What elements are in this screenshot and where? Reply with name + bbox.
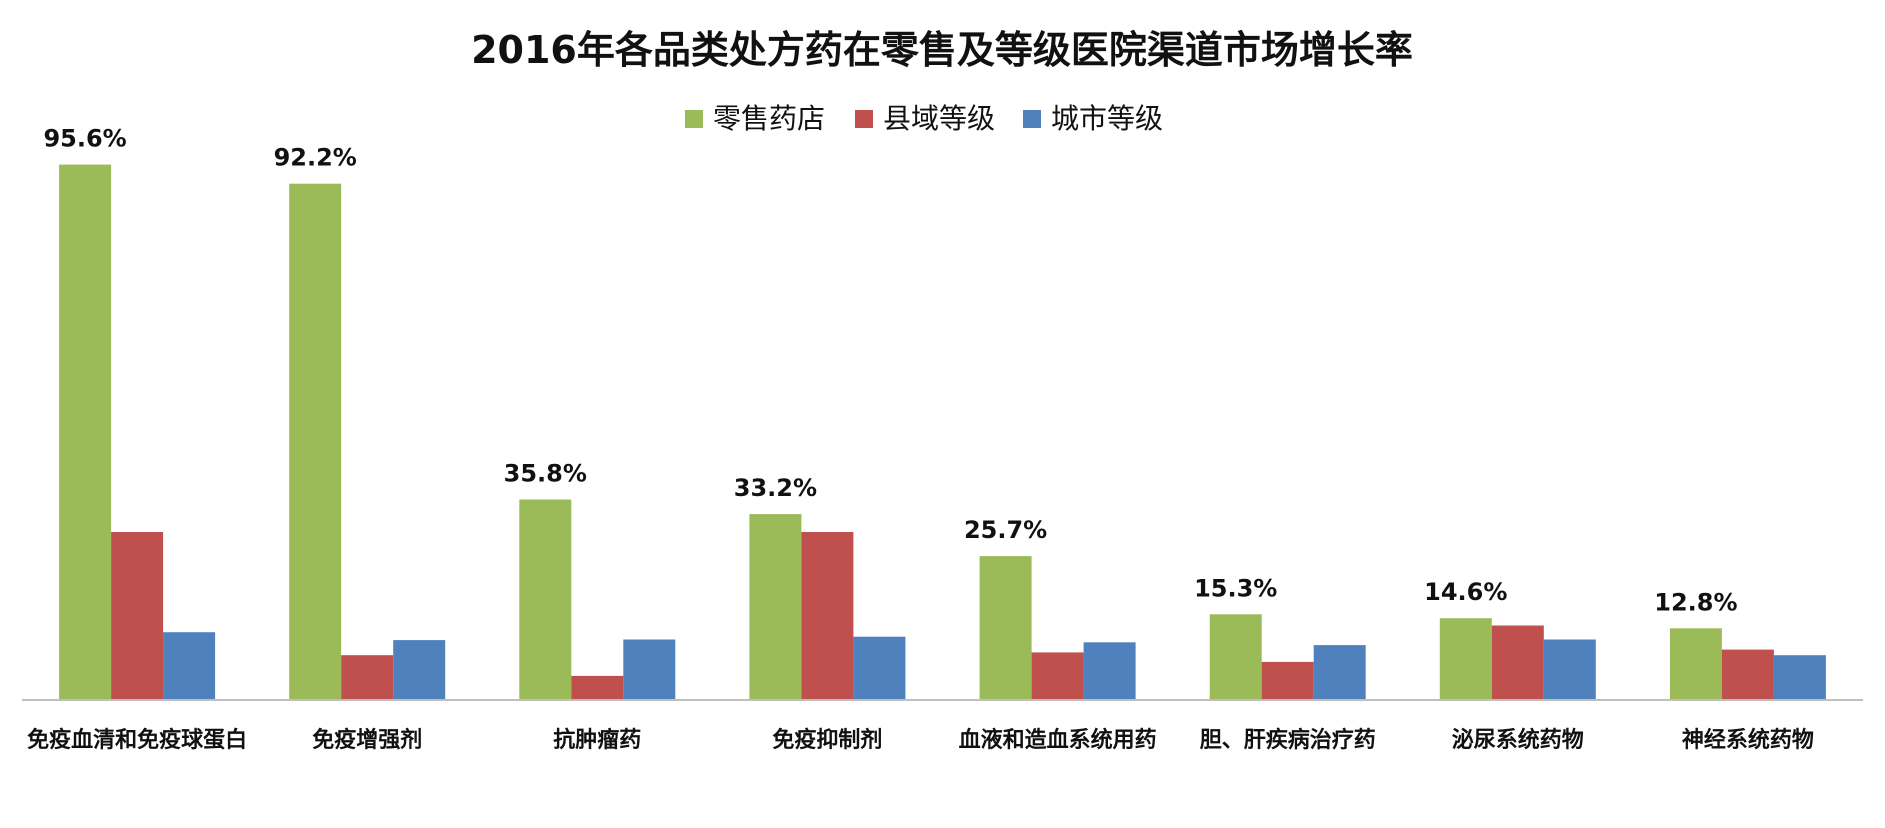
chart-title: 2016年各品类处方药在零售及等级医院渠道市场增长率 bbox=[471, 28, 1413, 72]
bar-3-4 bbox=[853, 636, 906, 700]
value-labels: 95.6% 92.2% 35.8% 33.2% 25.7% 15.3% 14.6% 12.8% bbox=[43, 125, 1737, 617]
legend-label-1: 零售药店 bbox=[713, 102, 825, 135]
bar-3-1 bbox=[163, 632, 216, 700]
legend-swatch-2 bbox=[855, 110, 873, 128]
bar-2-1 bbox=[111, 532, 164, 700]
bar-2-3 bbox=[571, 675, 624, 700]
bar-1-2 bbox=[289, 183, 342, 700]
value-label-4: 33.2% bbox=[734, 474, 817, 502]
bar-3-8 bbox=[1773, 655, 1826, 700]
category-label-8: 神经系统药物 bbox=[1682, 727, 1814, 753]
bar-3-7 bbox=[1543, 639, 1596, 700]
bar-1-8 bbox=[1669, 628, 1722, 700]
bars bbox=[59, 164, 1826, 701]
legend-label-3: 城市等级 bbox=[1051, 102, 1163, 135]
bar-3-3 bbox=[623, 639, 676, 700]
value-label-6: 15.3% bbox=[1194, 574, 1277, 602]
category-label-3: 抗肿瘤药 bbox=[553, 727, 641, 753]
category-label-2: 免疫增强剂 bbox=[312, 727, 422, 753]
bar-2-7 bbox=[1491, 625, 1544, 700]
bar-1-7 bbox=[1439, 618, 1492, 700]
bar-2-6 bbox=[1261, 661, 1314, 700]
bar-1-3 bbox=[519, 499, 572, 700]
category-labels: 免疫血清和免疫球蛋白 免疫增强剂 抗肿瘤药 免疫抑制剂 血液和造血系统用药 胆、肝疾病治疗… bbox=[27, 727, 1814, 753]
value-label-2: 92.2% bbox=[274, 144, 357, 172]
bar-2-2 bbox=[341, 655, 394, 700]
bar-3-5 bbox=[1083, 642, 1136, 700]
bar-1-6 bbox=[1209, 614, 1262, 700]
bar-1-5 bbox=[979, 556, 1032, 700]
bar-2-8 bbox=[1721, 649, 1774, 700]
bar-2-4 bbox=[801, 532, 854, 700]
bar-1-4 bbox=[749, 514, 802, 700]
bar-3-2 bbox=[393, 640, 446, 700]
value-label-8: 12.8% bbox=[1654, 588, 1737, 616]
category-label-7: 泌尿系统药物 bbox=[1452, 727, 1584, 753]
value-label-1: 95.6% bbox=[43, 125, 126, 153]
bar-1-1 bbox=[59, 164, 112, 701]
value-label-5: 25.7% bbox=[964, 516, 1047, 544]
legend-swatch-3 bbox=[1023, 110, 1041, 128]
bar-2-5 bbox=[1031, 652, 1084, 700]
legend: 零售药店 县域等级 城市等级 bbox=[685, 102, 1163, 135]
legend-swatch-1 bbox=[685, 110, 703, 128]
category-label-4: 免疫抑制剂 bbox=[772, 727, 882, 753]
category-label-1: 免疫血清和免疫球蛋白 bbox=[27, 727, 247, 753]
category-label-5: 血液和造血系统用药 bbox=[959, 727, 1157, 753]
value-label-3: 35.8% bbox=[504, 460, 587, 488]
legend-label-2: 县域等级 bbox=[883, 102, 995, 135]
value-label-7: 14.6% bbox=[1424, 578, 1507, 606]
category-label-6: 胆、肝疾病治疗药 bbox=[1200, 727, 1376, 753]
bar-3-6 bbox=[1313, 645, 1366, 700]
